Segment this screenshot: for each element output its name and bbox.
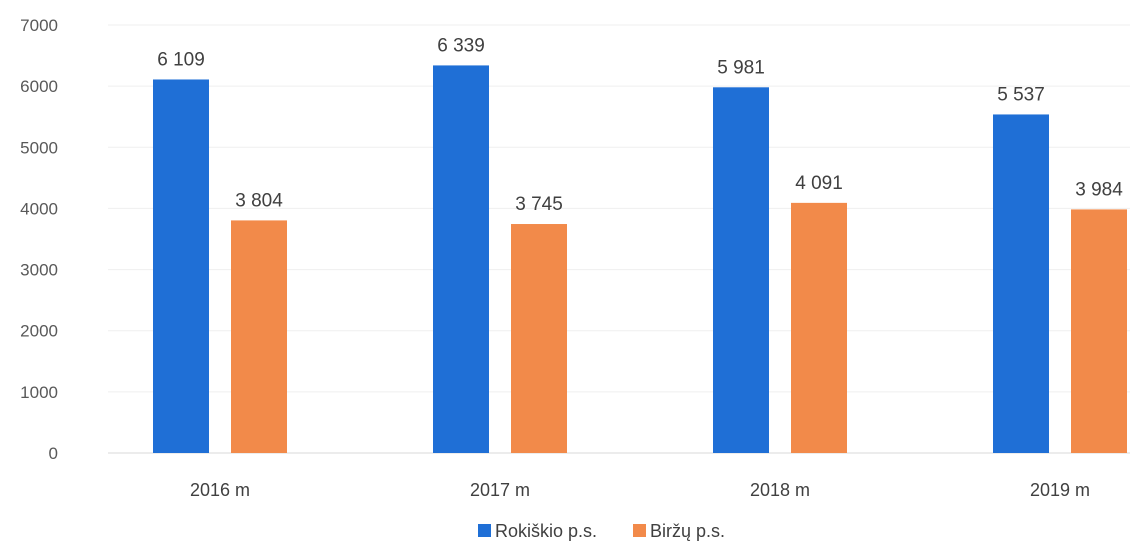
data-label: 3 804 — [235, 190, 283, 211]
y-tick-label: 7000 — [20, 16, 58, 35]
legend-swatch — [633, 524, 646, 537]
y-tick-label: 5000 — [20, 138, 58, 157]
data-label: 4 091 — [795, 173, 843, 194]
data-label: 5 537 — [997, 84, 1045, 105]
x-category-label: 2019 m — [1030, 480, 1090, 500]
y-tick-label: 2000 — [20, 322, 58, 341]
data-label: 6 109 — [157, 49, 205, 70]
legend-swatch — [478, 524, 491, 537]
y-tick-label: 4000 — [20, 199, 58, 218]
bar-birzu-3 — [1071, 209, 1127, 453]
x-category-label: 2017 m — [470, 480, 530, 500]
bar-birzu-0 — [231, 220, 287, 453]
y-tick-label: 6000 — [20, 77, 58, 96]
x-category-label: 2016 m — [190, 480, 250, 500]
data-labels: 6 109 3 804 6 339 3 745 5 981 4 091 5 537 3 984 — [157, 35, 1123, 215]
y-tick-label: 3000 — [20, 261, 58, 280]
legend-label: Rokiškio p.s. — [495, 521, 597, 541]
bar-rokiskio-2 — [713, 87, 769, 453]
y-axis-ticks: 0 1000 2000 3000 4000 5000 6000 7000 — [20, 16, 58, 463]
bars — [153, 65, 1127, 453]
legend: Rokiškio p.s. Biržų p.s. — [478, 521, 725, 541]
legend-label: Biržų p.s. — [650, 521, 725, 541]
bar-birzu-1 — [511, 224, 567, 453]
x-axis-categories: 2016 m 2017 m 2018 m 2019 m — [190, 480, 1090, 500]
y-tick-label: 1000 — [20, 383, 58, 402]
y-tick-label: 0 — [49, 444, 58, 463]
data-label: 5 981 — [717, 57, 765, 78]
x-category-label: 2018 m — [750, 480, 810, 500]
bar-rokiskio-1 — [433, 65, 489, 453]
data-label: 6 339 — [437, 35, 485, 56]
bar-rokiskio-0 — [153, 79, 209, 453]
bar-birzu-2 — [791, 203, 847, 453]
data-label: 3 745 — [515, 194, 563, 215]
data-label: 3 984 — [1075, 179, 1123, 200]
bar-rokiskio-3 — [993, 114, 1049, 453]
